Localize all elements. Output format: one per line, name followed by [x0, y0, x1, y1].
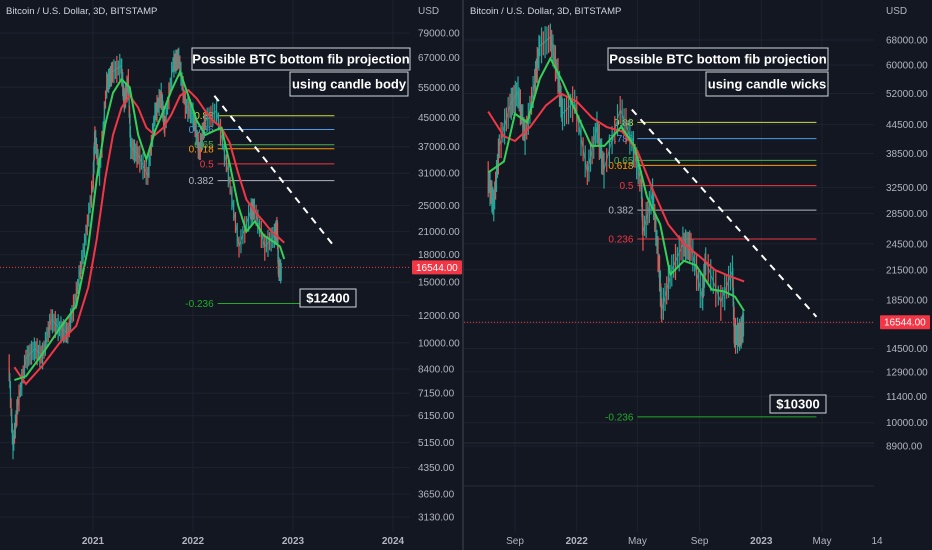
left-y-tick-label: 25000.00	[418, 201, 460, 212]
right-instrument-title: Bitcoin / U.S. Dollar, 3D, BITSTAMP	[470, 6, 621, 17]
left-fib-label: 0.618	[189, 144, 214, 155]
right-y-tick-label: 24500.00	[886, 239, 928, 250]
left-x-tick-label: 2023	[282, 536, 305, 547]
left-last-price-label: 16544.00	[416, 263, 458, 274]
right-y-tick-label: 44500.00	[886, 120, 928, 131]
left-x-tick-label: 2022	[182, 536, 205, 547]
right-fib-label: 0.5	[619, 181, 633, 192]
left-y-tick-label: 3650.00	[418, 489, 455, 500]
left-fib-label: -0.236	[185, 299, 214, 310]
right-fib-label: 0.236	[608, 234, 633, 245]
right-annotation-box[interactable]	[705, 71, 829, 97]
right-y-tick-label: 12900.00	[886, 367, 928, 378]
left-trendline	[213, 95, 336, 248]
left-y-tick-label: 31000.00	[418, 169, 460, 180]
left-fib-label: 0.65	[194, 140, 214, 151]
left-annotation-text: Possible BTC bottom fib projection	[192, 52, 409, 67]
right-y-tick-label: 14500.00	[886, 344, 928, 355]
left-y-tick-label: 45000.00	[418, 113, 460, 124]
left-instrument-title: Bitcoin / U.S. Dollar, 3D, BITSTAMP	[6, 6, 157, 17]
left-ma-fast	[14, 69, 286, 382]
left-y-tick-label: 18000.00	[418, 250, 460, 261]
right-x-tick-label: Sep	[691, 536, 709, 547]
right-x-tick-label: May	[628, 536, 647, 547]
right-y-tick-label: 60000.00	[886, 60, 928, 71]
right-ma-slow	[487, 92, 745, 283]
left-y-tick-label: 7150.00	[418, 389, 455, 400]
left-x-tick-label: 2021	[82, 536, 105, 547]
left-y-tick-label: 12000.00	[418, 311, 460, 322]
right-y-tick-label: 21500.00	[886, 265, 928, 276]
right-x-tick-label: May	[813, 536, 832, 547]
left-y-tick-label: 3130.00	[418, 513, 455, 524]
right-y-tick-label: 52000.00	[886, 89, 928, 100]
right-annotation-text: using candle wicks	[708, 77, 827, 92]
right-y-tick-label: 10000.00	[886, 418, 928, 429]
left-fib-label: 0.5	[200, 159, 214, 170]
left-y-tick-label: 79000.00	[418, 29, 460, 40]
left-y-tick-label: 5150.00	[418, 438, 455, 449]
right-fib-label: 0.382	[608, 206, 633, 217]
left-last-price-tag	[412, 260, 462, 275]
right-y-tick-label: 18500.00	[886, 295, 928, 306]
right-fib-label: 0.786	[608, 134, 633, 145]
left-y-tick-label: 55000.00	[418, 83, 460, 94]
right-y-tick-label: 8900.00	[886, 442, 923, 453]
left-fib-label: 0.382	[189, 176, 214, 187]
left-y-tick-label: 8400.00	[418, 365, 455, 376]
right-x-tick-label: 2022	[566, 536, 589, 547]
right-annotation-text: Possible BTC bottom fib projection	[609, 52, 826, 67]
left-y-tick-label: 6150.00	[418, 411, 455, 422]
chart-right[interactable]: 0.880.7860.650.6180.50.3820.236-0.236680…	[464, 0, 932, 550]
left-annotation-box[interactable]	[191, 47, 411, 71]
left-fib-label: 0.786	[189, 125, 214, 136]
left-currency-label: USD	[418, 6, 439, 17]
left-ma-slow	[13, 88, 285, 386]
right-y-tick-label: 32500.00	[886, 183, 928, 194]
right-fib-label: 0.65	[614, 156, 634, 167]
right-currency-label: USD	[886, 6, 907, 17]
left-annotation-box[interactable]	[289, 71, 409, 97]
right-fib-label: -0.236	[605, 412, 634, 423]
chart-left[interactable]: 0.880.7860.650.6180.50.382-0.23679000.00…	[0, 0, 462, 550]
left-y-tick-label: 15000.00	[418, 278, 460, 289]
right-x-tick-label: Sep	[506, 536, 524, 547]
left-x-tick-label: 2024	[382, 536, 405, 547]
right-x-tick-label: 14	[871, 536, 883, 547]
left-annotation-box[interactable]	[299, 288, 357, 308]
left-y-tick-label: 37000.00	[418, 142, 460, 153]
left-annotation-text: $12400	[306, 291, 349, 306]
left-y-tick-label: 4350.00	[418, 463, 455, 474]
chart-right-svg[interactable]: 0.880.7860.650.6180.50.3820.236-0.236680…	[464, 0, 932, 550]
right-annotation-box[interactable]	[769, 394, 827, 414]
left-y-tick-label: 21000.00	[418, 227, 460, 238]
right-x-tick-label: 2023	[750, 536, 773, 547]
right-annotation-text: $10300	[776, 397, 819, 412]
right-y-tick-label: 68000.00	[886, 36, 928, 47]
left-annotation-text: using candle body	[292, 77, 407, 92]
right-y-tick-label: 28500.00	[886, 209, 928, 220]
left-y-tick-label: 10000.00	[418, 338, 460, 349]
chart-left-svg[interactable]: 0.880.7860.650.6180.50.382-0.23679000.00…	[0, 0, 462, 550]
right-last-price-tag	[880, 315, 930, 330]
right-annotation-box[interactable]	[607, 47, 829, 71]
pane-divider[interactable]	[462, 0, 464, 550]
right-ma-fast	[487, 56, 745, 312]
right-last-price-label: 16544.00	[884, 318, 926, 329]
right-y-tick-label: 38500.00	[886, 149, 928, 160]
right-y-tick-label: 11400.00	[886, 392, 927, 403]
left-y-tick-label: 67000.00	[418, 53, 460, 64]
right-fib-label: 0.618	[608, 161, 633, 172]
